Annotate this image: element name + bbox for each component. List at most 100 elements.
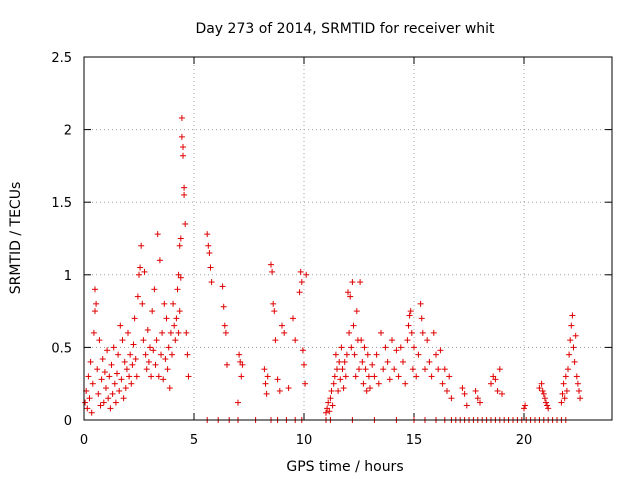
y-tick-label: 2.5 — [51, 51, 72, 66]
data-point — [541, 395, 548, 402]
data-point — [299, 347, 306, 354]
data-point — [108, 361, 115, 368]
data-point — [544, 402, 551, 409]
data-point — [133, 373, 140, 380]
data-point — [409, 366, 416, 373]
data-point — [543, 399, 549, 406]
data-point — [85, 373, 92, 380]
data-point — [138, 242, 145, 249]
data-point — [86, 395, 93, 402]
data-point — [130, 341, 137, 348]
data-point — [126, 373, 133, 380]
data-point — [353, 308, 360, 315]
y-tick-label: 1.5 — [51, 196, 72, 211]
data-point — [92, 286, 98, 293]
data-point — [184, 351, 191, 358]
data-point — [269, 268, 276, 275]
data-point — [125, 329, 131, 336]
data-point — [118, 376, 125, 383]
data-point — [343, 351, 350, 358]
data-point — [426, 358, 433, 365]
data-point — [419, 329, 426, 336]
data-point — [415, 351, 422, 358]
data-point — [360, 380, 367, 387]
x-axis-label: GPS time / hours — [286, 459, 403, 475]
data-point — [183, 329, 190, 336]
data-point — [341, 358, 348, 365]
data-point — [349, 279, 356, 286]
data-point — [342, 373, 349, 380]
data-point — [337, 376, 344, 383]
data-point — [149, 308, 156, 315]
data-point — [164, 366, 171, 373]
data-point — [205, 242, 212, 249]
data-point — [104, 347, 111, 354]
data-point — [352, 373, 359, 380]
data-point — [122, 385, 129, 392]
data-point — [323, 409, 329, 416]
data-point — [128, 380, 135, 387]
data-point — [356, 366, 362, 373]
data-point — [181, 184, 188, 191]
data-point — [156, 257, 163, 264]
data-point — [162, 356, 169, 363]
data-point — [176, 242, 183, 249]
data-point — [174, 286, 181, 293]
data-point — [400, 358, 406, 365]
data-point — [488, 380, 494, 387]
data-point — [339, 366, 346, 373]
data-point — [131, 315, 138, 322]
data-point — [297, 268, 304, 275]
data-point — [185, 373, 192, 380]
data-point — [222, 329, 229, 336]
data-point — [424, 337, 431, 344]
data-point — [540, 390, 547, 397]
data-point — [350, 322, 357, 329]
data-point — [359, 358, 366, 365]
data-point — [263, 390, 270, 397]
data-point — [93, 300, 100, 307]
data-point — [296, 289, 303, 296]
data-point — [103, 385, 109, 392]
data-point — [236, 351, 243, 358]
data-point — [144, 326, 151, 333]
data-point — [463, 402, 470, 409]
data-point — [448, 395, 455, 402]
data-point — [136, 271, 142, 278]
data-point — [224, 361, 230, 368]
data-point — [569, 312, 576, 319]
data-point — [180, 152, 186, 159]
data-point — [101, 369, 108, 376]
x-tick-label: 0 — [80, 433, 88, 448]
data-point — [220, 303, 227, 310]
data-point — [437, 347, 444, 354]
data-point — [141, 268, 148, 275]
data-point — [567, 337, 574, 344]
data-point — [112, 399, 119, 406]
data-point — [94, 366, 101, 373]
data-point — [474, 395, 481, 402]
data-point — [123, 366, 130, 373]
data-point — [139, 300, 146, 307]
data-point — [285, 385, 292, 392]
data-point — [137, 264, 144, 271]
data-point — [404, 337, 411, 344]
x-tick-label: 20 — [516, 433, 533, 448]
data-point — [391, 366, 398, 373]
data-point — [298, 279, 305, 286]
data-point — [405, 322, 412, 329]
data-point — [142, 351, 149, 358]
data-point — [325, 399, 332, 406]
data-point — [536, 385, 543, 392]
data-point — [338, 344, 345, 351]
data-point — [111, 380, 118, 387]
data-point — [208, 279, 215, 286]
data-point — [417, 300, 424, 307]
data-point — [328, 387, 335, 394]
data-point — [477, 399, 483, 406]
data-point — [163, 315, 170, 322]
data-point — [97, 402, 104, 409]
data-point — [326, 408, 333, 415]
data-point — [219, 283, 226, 290]
